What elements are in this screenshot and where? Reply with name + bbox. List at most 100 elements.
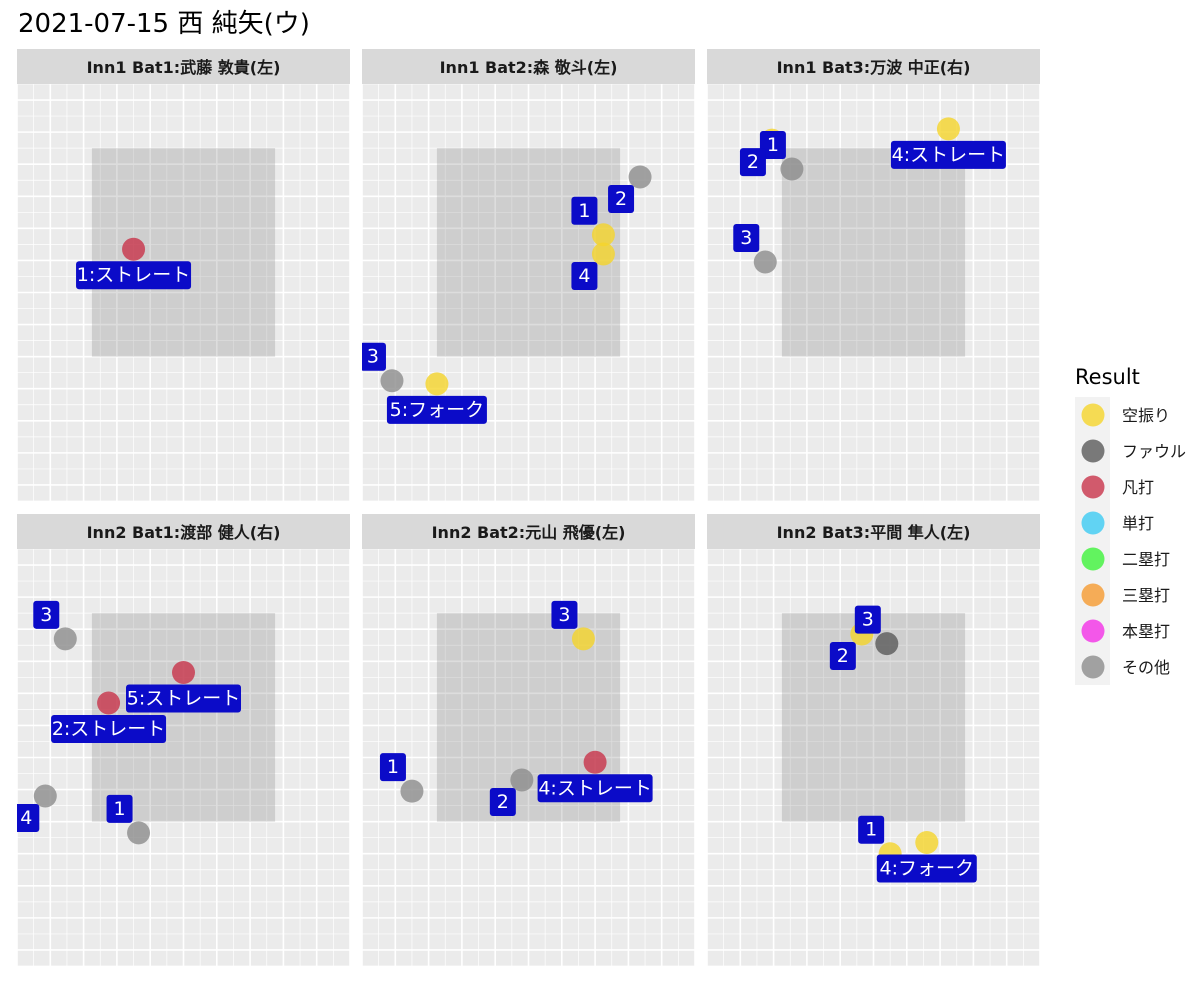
- pitch-label-text: 3: [367, 346, 379, 368]
- panel-2: Inn1 Bat2:森 敬斗(左) 1 2 3 4 5:フォーク: [362, 49, 695, 501]
- pitch-label-text: 4: [20, 807, 32, 829]
- pitch-label: 3: [733, 224, 760, 253]
- pitch-point: [780, 157, 804, 181]
- pitch-label: 2: [739, 148, 766, 177]
- panel-title: Inn1 Bat3:万波 中正(右): [777, 58, 971, 77]
- pitch-label-text: 5:フォーク: [390, 399, 485, 421]
- panel-strip: [362, 49, 695, 84]
- pitch-label: 3: [854, 605, 881, 634]
- legend-key-triple: [1081, 583, 1105, 607]
- pitch-label: 1: [759, 131, 786, 160]
- pitch-label-text: 4:ストレート: [538, 777, 652, 799]
- pitch-label-text: 2: [497, 791, 509, 813]
- pitch-label: 2: [489, 787, 516, 816]
- legend-key-double: [1081, 547, 1105, 571]
- pitch-point: [53, 627, 77, 651]
- pitch-label: 4:ストレート: [890, 140, 1006, 169]
- pitch-label: 5:ストレート: [126, 684, 241, 713]
- strike-zone: [91, 148, 276, 357]
- pitch-label-text: 1: [767, 134, 779, 156]
- pitch-point: [380, 369, 404, 393]
- panel-4: Inn2 Bat1:渡部 健人(右) 1 2:ストレート 3 4 5:ストレート: [17, 514, 350, 966]
- panel-title: Inn2 Bat1:渡部 健人(右): [87, 523, 281, 542]
- pitch-label-text: 2: [747, 151, 759, 173]
- pitch-label: 2: [829, 642, 856, 671]
- panel-6: Inn2 Bat3:平間 隼人(左) 1 23 4:フォーク: [707, 514, 1040, 966]
- pitch-label-box: [551, 600, 578, 629]
- pitch-label: 3: [551, 600, 578, 629]
- pitch-label-box: [759, 131, 786, 160]
- pitch-label-text: 1: [578, 200, 590, 222]
- pitch-label-box: [17, 803, 40, 832]
- legend-label: 単打: [1122, 514, 1154, 533]
- pitch-label: 2: [608, 185, 635, 214]
- pitch-label-box: [379, 753, 406, 782]
- pitch-point: [122, 237, 146, 261]
- pitch-label-text: 4:フォーク: [880, 858, 975, 880]
- pitch-label-text: 5:ストレート: [127, 687, 241, 709]
- panel-strip: [362, 514, 695, 549]
- legend-key-out: [1081, 475, 1105, 499]
- pitch-label-box: [51, 714, 167, 743]
- pitch-point: [591, 223, 615, 247]
- panel-strip: [707, 514, 1040, 549]
- panel-title: Inn2 Bat3:平間 隼人(左): [777, 523, 971, 542]
- pitch-label-text: 3: [740, 227, 752, 249]
- pitch-label: 2:ストレート: [51, 714, 167, 743]
- legend-label: 三塁打: [1122, 586, 1170, 605]
- pitch-label: 1: [571, 196, 598, 225]
- pitch-label-text: 4:ストレート: [892, 144, 1006, 166]
- pitch-point: [127, 821, 151, 845]
- pitch-point: [583, 750, 607, 774]
- pitch-label: 1: [858, 815, 885, 844]
- pitch-point: [915, 831, 939, 855]
- pitch-label-text: 2: [837, 645, 849, 667]
- pitch-label-text: 3: [40, 604, 52, 626]
- pitch-point: [753, 250, 777, 274]
- pitch-label-text: 3: [558, 604, 570, 626]
- strike-zone: [781, 148, 966, 357]
- pitch-label-box: [126, 684, 241, 713]
- legend-key-swinging_strike: [1081, 403, 1105, 427]
- pitch-label-text: 1: [387, 756, 399, 778]
- pitch-label-text: 3: [862, 609, 874, 631]
- legend-key-single: [1081, 511, 1105, 535]
- panel-plot: 1:ストレート: [17, 84, 350, 501]
- pitch-point: [875, 632, 899, 656]
- pitch-label: 4:フォーク: [876, 854, 977, 883]
- legend-label: ファウル: [1122, 442, 1186, 461]
- pitch-point: [400, 779, 424, 803]
- legend-label: その他: [1122, 658, 1170, 677]
- panel-plot: 1 2 3 4 5:フォーク: [362, 84, 695, 501]
- pitch-point: [628, 165, 652, 189]
- pitch-point: [510, 768, 534, 792]
- pitch-point: [936, 117, 960, 141]
- pitch-label-text: 2:ストレート: [52, 718, 166, 740]
- panel-plot: 1 2:ストレート 3 4 5:ストレート: [17, 549, 350, 966]
- pitch-point: [97, 691, 121, 715]
- panel-5: Inn2 Bat2:元山 飛優(左) 1 2 3 4:ストレート: [362, 514, 695, 966]
- pitch-point: [33, 784, 57, 808]
- panel-plot: 1 2 3 4:ストレート: [362, 549, 695, 966]
- pitch-label: 1:ストレート: [76, 261, 192, 290]
- pitch-label: 4: [17, 803, 40, 832]
- pitch-label-box: [890, 140, 1006, 169]
- panels-group: Inn1 Bat1:武藤 敦貴(左) 1:ストレート Inn1 Bat2:森 敬斗(…: [17, 49, 1040, 966]
- chart-title: 2021-07-15 西 純矢(ウ): [18, 9, 310, 39]
- pitch-label-text: 1: [865, 819, 877, 841]
- pitch-point: [425, 372, 449, 396]
- pitch-label: 4:ストレート: [537, 774, 653, 803]
- legend-key-homerun: [1081, 619, 1105, 643]
- panel-title: Inn1 Bat2:森 敬斗(左): [440, 58, 618, 77]
- pitch-label-text: 4: [578, 265, 590, 287]
- legend-key-foul: [1081, 439, 1105, 463]
- pitch-label-box: [571, 196, 598, 225]
- legend-label: 空振り: [1122, 406, 1170, 425]
- pitch-label: 3: [362, 342, 386, 371]
- panel-strip: [707, 49, 1040, 84]
- pitch-label-box: [76, 261, 192, 290]
- pitch-label-box: [362, 342, 386, 371]
- legend-label: 凡打: [1122, 478, 1154, 497]
